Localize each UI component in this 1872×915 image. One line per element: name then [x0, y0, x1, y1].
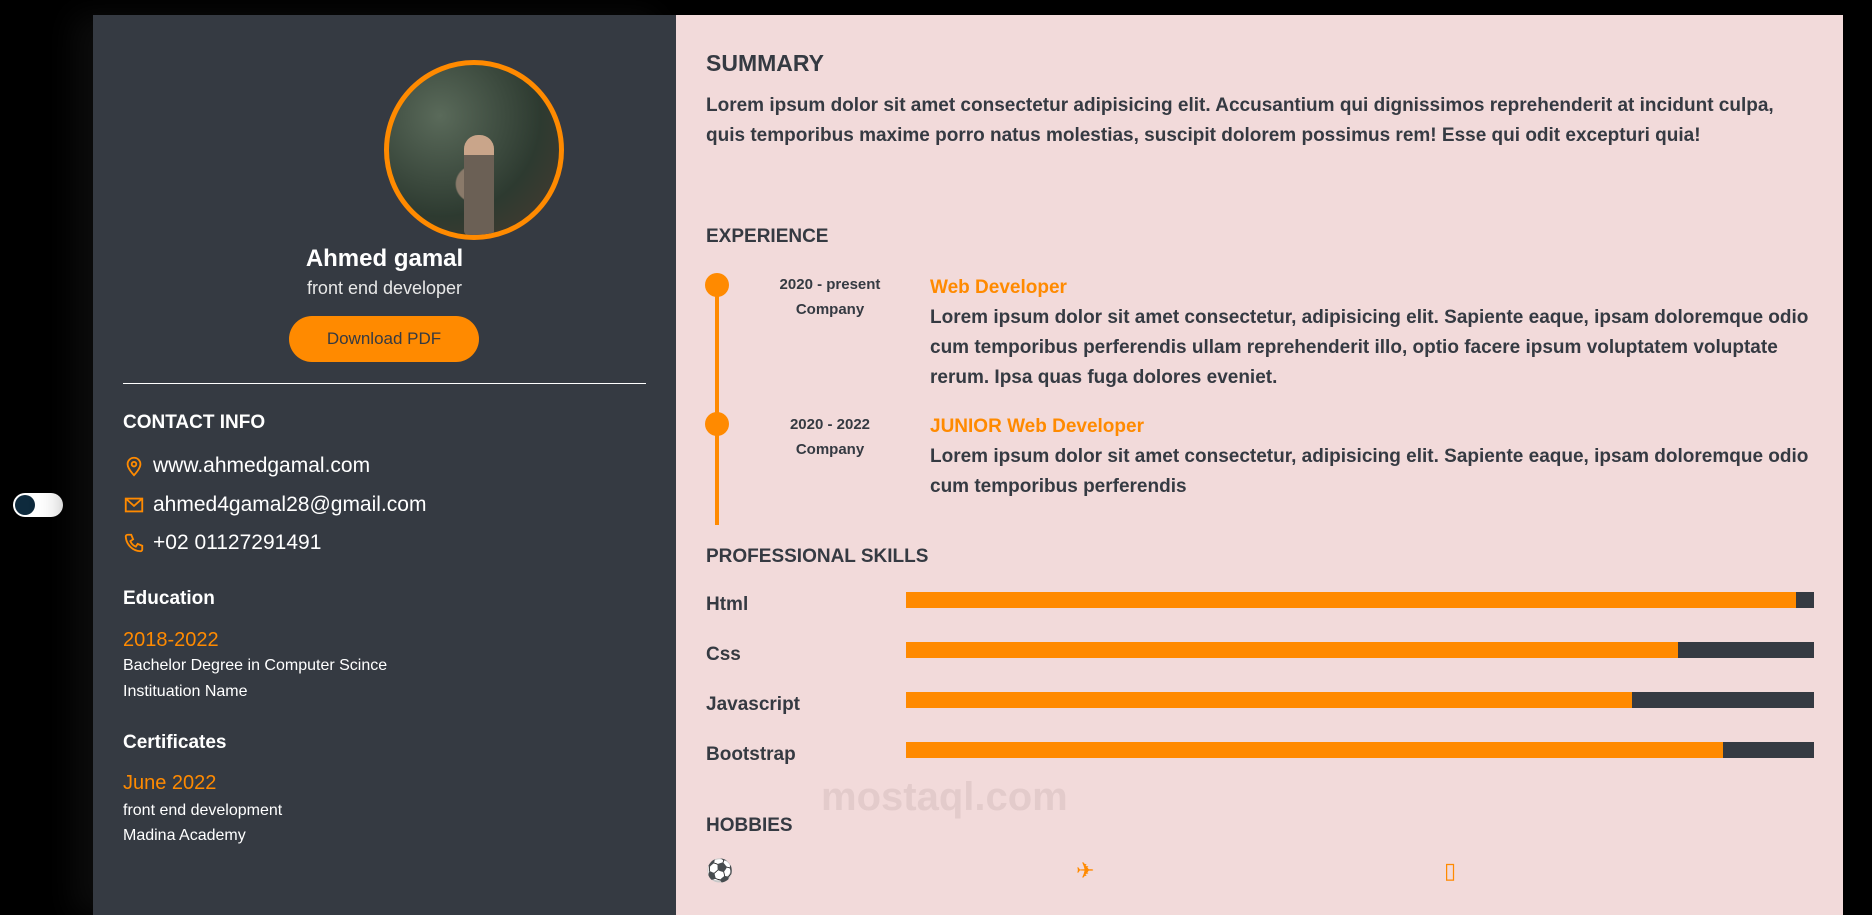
- skill-bar: [906, 642, 1814, 658]
- timeline-dot: [705, 273, 729, 297]
- job-dates: 2020 - present Company: [779, 276, 881, 318]
- hobbies-heading: HOBBIES: [706, 815, 793, 836]
- contact-website[interactable]: www.ahmedgamal.com: [123, 454, 370, 478]
- skill-bar: [906, 692, 1814, 708]
- plane-icon: ✈: [1076, 858, 1095, 883]
- summary-text: Lorem ipsum dolor sit amet consectetur a…: [706, 95, 1774, 146]
- watermark: mostaql.com: [821, 775, 1068, 819]
- divider: [123, 383, 646, 384]
- skill-bar-fill: [906, 692, 1633, 708]
- skill-name: Javascript: [706, 694, 801, 715]
- job-dates: 2020 - 2022 Company: [789, 416, 871, 458]
- football-icon: ⚽: [706, 858, 734, 883]
- experience-heading: EXPERIENCE: [706, 226, 829, 247]
- main-content: mostaql.com SUMMARY Lorem ipsum dolor si…: [676, 15, 1843, 915]
- certificate-date: June 2022: [123, 772, 217, 794]
- sidebar: Ahmed gamal front end developer Download…: [93, 15, 676, 915]
- job-title: Web Developer: [930, 277, 1067, 298]
- job-title: JUNIOR Web Developer: [930, 416, 1144, 437]
- education-institution: Instituation Name: [123, 683, 248, 700]
- mail-icon: [124, 497, 144, 513]
- skill-bar: [906, 592, 1814, 608]
- certificates-heading: Certificates: [123, 732, 227, 753]
- toggle-knob: [15, 495, 35, 515]
- contact-phone[interactable]: +02 01127291491: [123, 531, 321, 555]
- contact-email[interactable]: ahmed4gamal28@gmail.com: [123, 493, 426, 517]
- skill-bar-fill: [906, 742, 1724, 758]
- timeline-line: [715, 284, 719, 525]
- contact-text: +02 01127291491: [153, 531, 322, 554]
- contact-heading: CONTACT INFO: [123, 412, 266, 433]
- skill-bar-fill: [906, 642, 1678, 658]
- profile-photo: [384, 60, 564, 240]
- location-icon: [126, 456, 142, 477]
- job-description: Lorem ipsum dolor sit amet consectetur, …: [930, 446, 1809, 497]
- phone-icon: [124, 533, 144, 553]
- skill-bar-fill: [906, 592, 1796, 608]
- book-icon: ▯: [1444, 858, 1457, 883]
- timeline-dot: [705, 412, 729, 436]
- education-heading: Education: [123, 588, 215, 609]
- job-description: Lorem ipsum dolor sit amet consectetur, …: [930, 307, 1809, 388]
- skill-bar: [906, 742, 1814, 758]
- profile-name: Ahmed gamal: [305, 245, 464, 272]
- skill-name: Css: [706, 644, 741, 665]
- summary-heading: SUMMARY: [706, 50, 824, 76]
- profile-role: front end developer: [306, 278, 463, 298]
- contact-text: www.ahmedgamal.com: [153, 454, 371, 477]
- certificate-issuer: Madina Academy: [123, 827, 246, 844]
- skill-name: Bootstrap: [706, 744, 796, 765]
- skill-name: Html: [706, 594, 749, 615]
- theme-toggle[interactable]: [13, 493, 63, 517]
- download-pdf-button[interactable]: Download PDF: [289, 316, 479, 362]
- contact-text: ahmed4gamal28@gmail.com: [153, 493, 427, 516]
- education-years: 2018-2022: [123, 629, 219, 651]
- education-degree: Bachelor Degree in Computer Scince: [123, 657, 388, 674]
- skills-heading: PROFESSIONAL SKILLS: [706, 546, 929, 567]
- certificate-title: front end development: [123, 802, 283, 819]
